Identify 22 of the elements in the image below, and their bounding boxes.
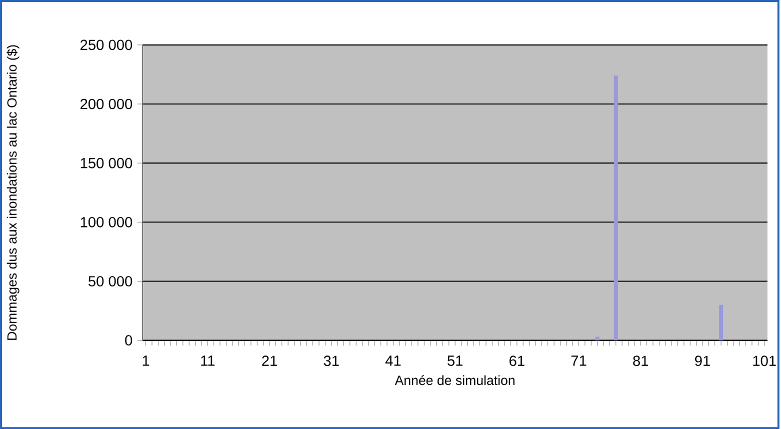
x-tick-label: 1 bbox=[142, 356, 150, 366]
x-axis-title: Année de simulation bbox=[394, 375, 514, 386]
y-axis-title: Dommages dus aux inondations au lac Ontario ($) bbox=[6, 45, 20, 340]
x-tick-label: 31 bbox=[324, 356, 339, 366]
y-tick-label: 50 000 bbox=[88, 276, 132, 286]
x-tick-label: 61 bbox=[510, 356, 524, 366]
y-tick-label: 150 000 bbox=[80, 158, 132, 168]
y-tick-label: 100 000 bbox=[80, 216, 132, 228]
x-tick-label: 101 bbox=[753, 356, 776, 366]
bar bbox=[614, 76, 618, 340]
x-tick-label: 21 bbox=[262, 356, 277, 366]
x-tick-label: 51 bbox=[448, 356, 463, 366]
y-tick-label: 0 bbox=[125, 335, 132, 346]
bar bbox=[719, 304, 724, 340]
x-tick-label: 91 bbox=[695, 356, 710, 366]
x-tick-label: 81 bbox=[633, 356, 648, 366]
bar bbox=[595, 336, 600, 340]
y-tick-label: 250 000 bbox=[80, 40, 132, 50]
y-tick-label: 200 000 bbox=[80, 98, 132, 110]
x-tick-label: 71 bbox=[571, 356, 586, 366]
x-tick-label: 41 bbox=[385, 356, 401, 366]
x-tick-label: 11 bbox=[201, 356, 215, 366]
